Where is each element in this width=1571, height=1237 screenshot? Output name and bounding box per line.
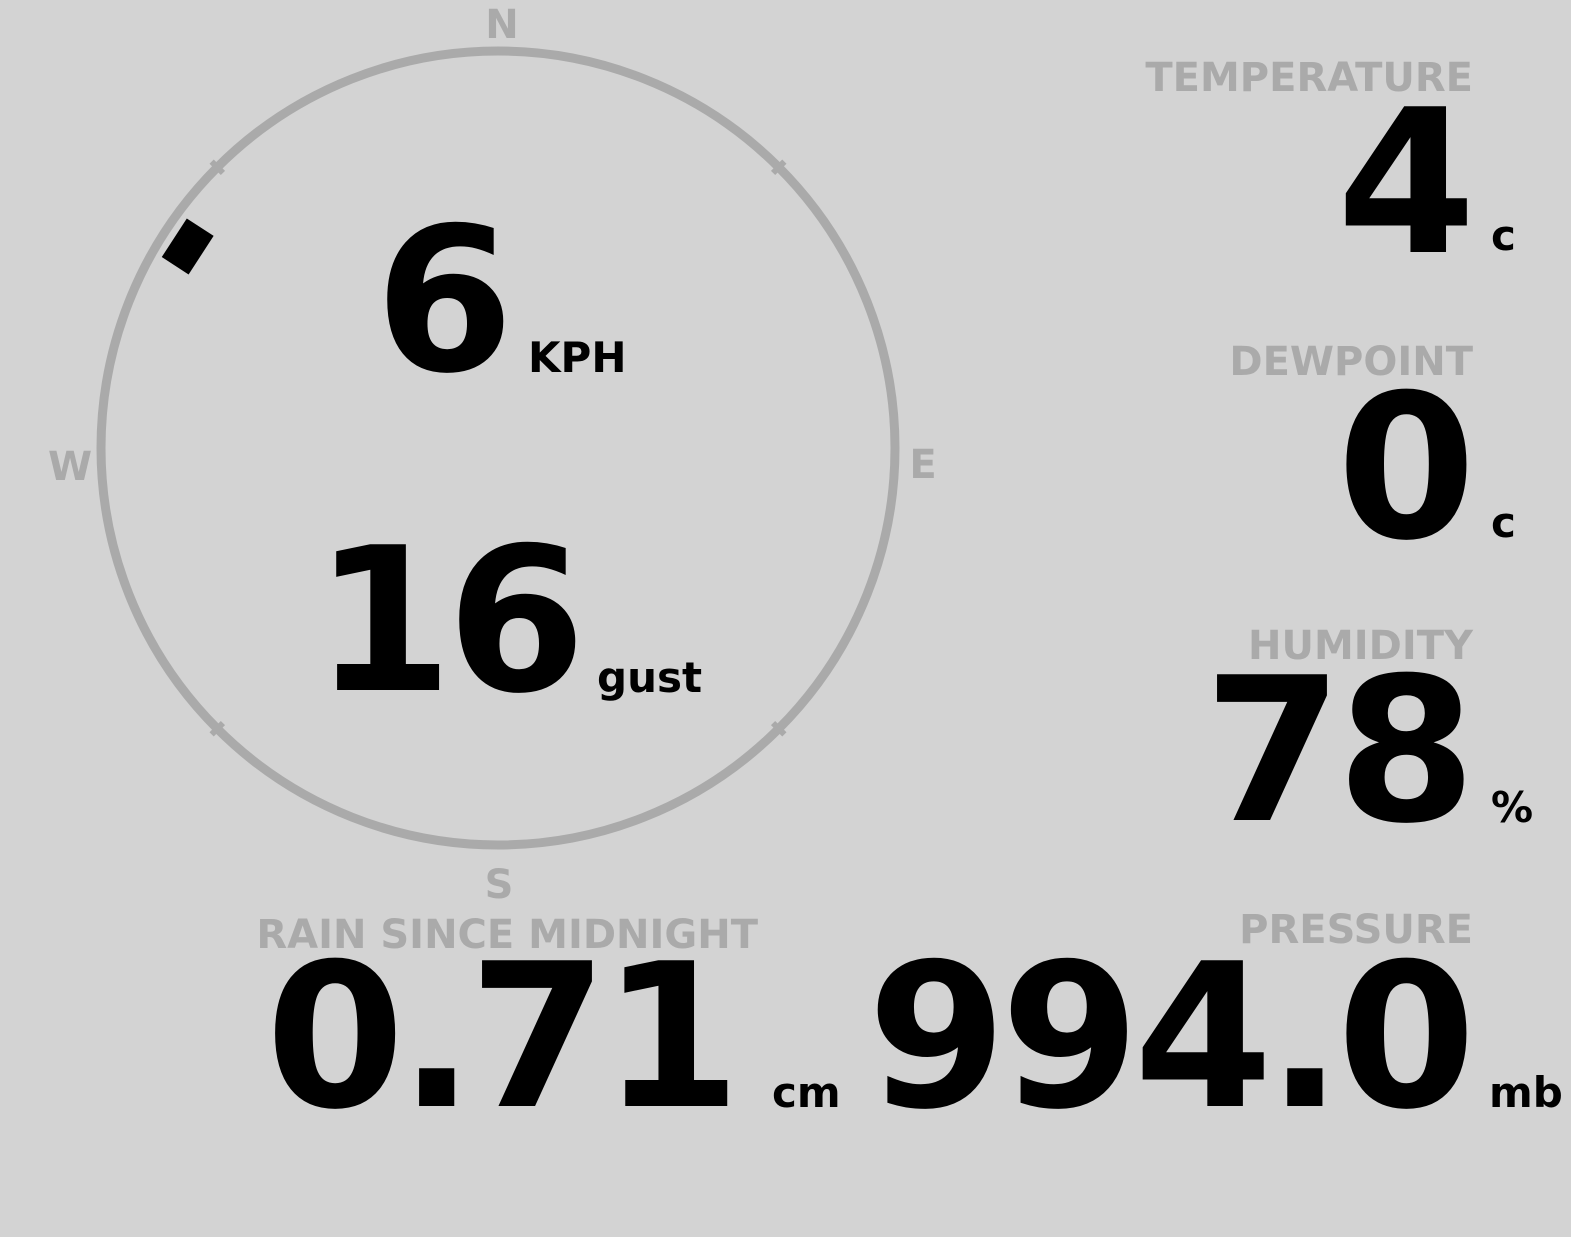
humidity-value: 78 (1204, 635, 1470, 868)
pressure-unit: mb (1489, 1068, 1563, 1117)
compass-west: W (48, 444, 92, 490)
compass-ring (96, 46, 900, 850)
wind-speed-unit: KPH (528, 333, 626, 382)
rain-value: 0.71 (266, 921, 735, 1154)
compass-north: N (485, 2, 518, 48)
pressure-value: 994.0 (867, 921, 1470, 1154)
temperature-value: 4 (1337, 67, 1470, 300)
compass-tick (209, 159, 226, 176)
dewpoint-unit: c (1491, 498, 1516, 547)
temperature-unit: c (1491, 211, 1516, 260)
compass-tick (770, 159, 787, 176)
pressure-panel: PRESSURE 994.0 mb (867, 907, 1562, 1154)
compass-tick (770, 720, 787, 737)
dewpoint-panel: DEWPOINT 0 c (1229, 339, 1516, 585)
humidity-label: HUMIDITY (1248, 623, 1474, 669)
dewpoint-value: 0 (1337, 352, 1470, 585)
compass-east: E (909, 442, 936, 488)
rain-panel: RAIN SINCE MIDNIGHT 0.71 cm (256, 912, 840, 1154)
compass-ticks (209, 159, 787, 737)
temperature-panel: TEMPERATURE 4 c (1145, 55, 1516, 300)
compass-tick (209, 720, 226, 737)
dewpoint-label: DEWPOINT (1229, 339, 1473, 385)
humidity-panel: HUMIDITY 78 % (1204, 623, 1533, 868)
wind-gust-unit: gust (597, 653, 702, 702)
compass-south: S (485, 862, 514, 908)
wind-compass: N E S W 6 KPH 16 gust (48, 2, 937, 908)
rain-unit: cm (772, 1068, 841, 1117)
humidity-unit: % (1491, 783, 1533, 832)
temperature-label: TEMPERATURE (1145, 55, 1473, 101)
wind-direction-marker (161, 218, 214, 275)
wind-gust-value: 16 (314, 505, 580, 738)
rain-label: RAIN SINCE MIDNIGHT (256, 912, 758, 958)
pressure-label: PRESSURE (1239, 907, 1473, 953)
wind-speed-value: 6 (375, 185, 508, 418)
